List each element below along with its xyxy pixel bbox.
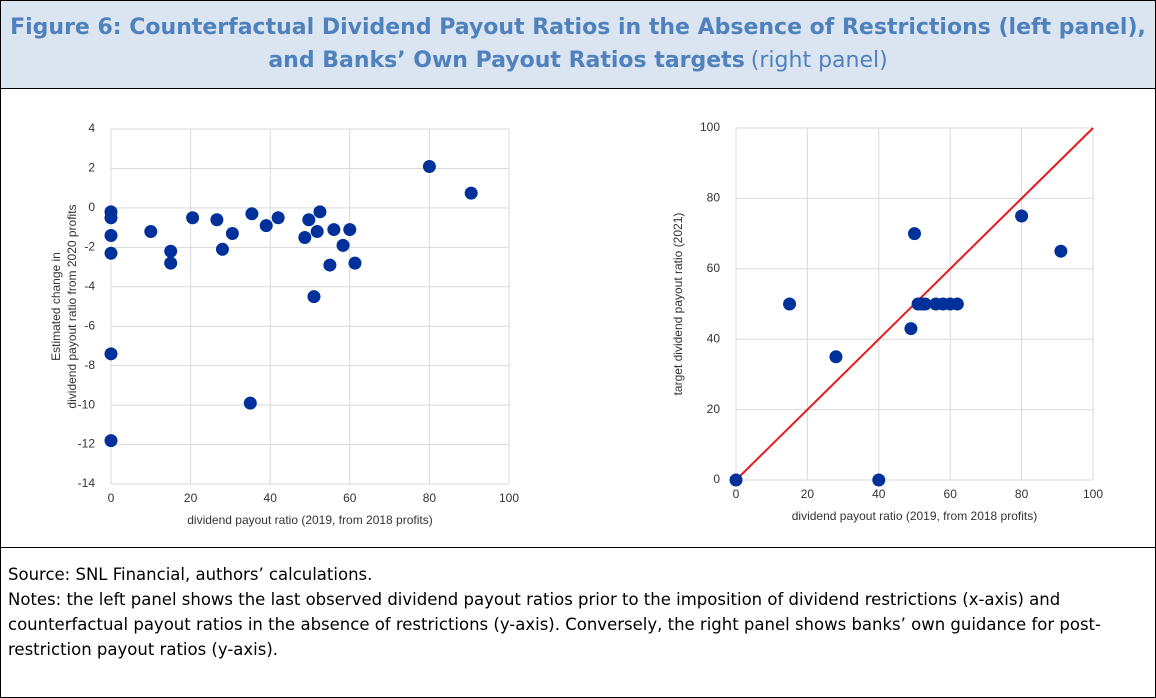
y-tick-label: -2	[84, 240, 95, 254]
point	[259, 219, 273, 233]
y-axis-label: target dividend payout ratio (2021)	[671, 213, 685, 396]
point	[186, 211, 200, 225]
figure-title: Figure 6: Counterfactual Dividend Payout…	[10, 15, 1146, 73]
point	[323, 258, 337, 272]
point	[104, 347, 118, 361]
point	[908, 227, 921, 241]
point	[1054, 244, 1068, 258]
x-tick-label: 80	[1015, 487, 1029, 501]
figure-title-suffix: (right panel)	[750, 48, 888, 73]
point	[783, 297, 797, 311]
x-tick-label: 60	[944, 487, 958, 501]
point	[422, 159, 436, 173]
y-tick-label: 80	[707, 191, 721, 205]
y-tick-label: -12	[78, 437, 96, 451]
point	[918, 297, 932, 311]
point	[298, 230, 312, 244]
y-tick-label: 60	[707, 261, 721, 275]
point	[464, 186, 478, 200]
point	[104, 229, 118, 242]
point	[307, 290, 321, 304]
y-tick-label: 0	[88, 200, 95, 214]
point	[225, 227, 239, 241]
point	[164, 244, 178, 258]
x-tick-label: 100	[1083, 487, 1103, 501]
point	[144, 225, 158, 239]
y-tick-label: 100	[700, 120, 720, 134]
y-tick-label: 0	[713, 472, 720, 486]
x-axis-label: dividend payout ratio (2019, from 2018 p…	[792, 509, 1037, 523]
figure-header: Figure 6: Counterfactual Dividend Payout…	[1, 1, 1155, 89]
x-tick-label: 20	[184, 491, 198, 505]
x-tick-label: 0	[733, 487, 740, 501]
point	[729, 473, 743, 487]
y-tick-label: 20	[707, 402, 721, 416]
x-tick-label: 80	[423, 491, 437, 505]
x-tick-label: 100	[499, 491, 519, 505]
x-tick-label: 60	[343, 491, 357, 505]
y-tick-label: -6	[84, 318, 95, 332]
point	[245, 207, 259, 221]
point	[872, 473, 886, 487]
point	[950, 297, 964, 311]
notes: Notes: the left panel shows the last obs…	[8, 590, 1101, 659]
point	[1015, 209, 1029, 223]
point	[348, 256, 362, 270]
point	[313, 205, 327, 219]
source: Source: SNL Financial, authors’ calculat…	[8, 565, 373, 584]
point	[104, 434, 118, 448]
x-axis-label: dividend payout ratio (2019, from 2018 p…	[187, 513, 432, 527]
point	[215, 242, 229, 256]
point	[336, 238, 350, 252]
point	[271, 211, 285, 225]
point	[310, 225, 324, 239]
y-tick-label: -14	[78, 476, 96, 490]
point	[164, 256, 178, 270]
x-tick-label: 40	[264, 491, 278, 505]
point	[210, 213, 224, 227]
y-axis-label: dividend payout ratio from 2020 profits	[65, 204, 79, 408]
x-tick-label: 40	[872, 487, 886, 501]
figure-footer: Source: SNL Financial, authors’ calculat…	[1, 547, 1155, 662]
x-tick-label: 20	[801, 487, 815, 501]
y-tick-label: 4	[88, 121, 95, 135]
point	[327, 223, 341, 237]
point	[829, 350, 843, 364]
y-tick-label: 40	[707, 331, 721, 345]
point	[104, 211, 118, 225]
point	[104, 246, 118, 260]
y-tick-label: -4	[84, 279, 95, 293]
y-tick-label: 2	[88, 161, 95, 175]
point	[904, 322, 918, 336]
y-tick-label: -10	[78, 397, 96, 411]
y-axis-label: Estimated change in	[49, 252, 63, 361]
point	[243, 396, 257, 410]
point	[343, 223, 357, 237]
y-tick-label: -8	[84, 358, 95, 372]
point	[302, 213, 316, 227]
x-tick-label: 0	[108, 491, 115, 505]
